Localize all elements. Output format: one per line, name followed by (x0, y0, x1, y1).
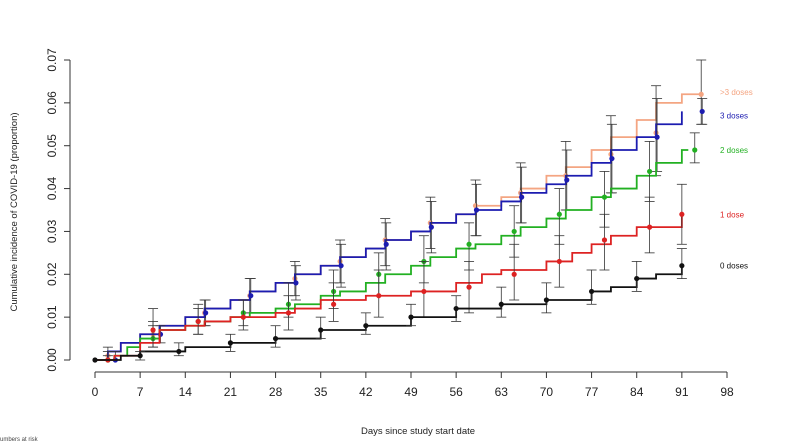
data-point (203, 310, 209, 316)
x-tick-label: 84 (630, 385, 644, 399)
y-tick-label: 0.07 (45, 48, 59, 72)
y-tick-label: 0.01 (45, 305, 59, 329)
series-0-doses (92, 248, 687, 363)
series-1-dose (95, 183, 687, 363)
data-point (195, 318, 201, 325)
x-axis-title: Days since study start date (361, 426, 475, 437)
legend-label: >3 doses (720, 88, 753, 97)
x-tick-label: 77 (585, 385, 599, 399)
x-tick-label: 63 (495, 385, 509, 399)
x-tick-label: 70 (540, 385, 554, 399)
x-tick-label: 14 (179, 385, 193, 399)
data-point (376, 293, 382, 299)
chart-axes: 0 7 14 21 28 35 42 49 56 63 70 77 84 91 98 0.00 0.01 0.02… (45, 48, 734, 399)
y-tick-label: 0.02 (45, 262, 59, 286)
data-point (421, 288, 427, 295)
data-point (318, 327, 324, 333)
y-tick-label: 0.05 (45, 134, 59, 158)
data-point (408, 314, 414, 320)
data-point (383, 241, 389, 247)
data-point (647, 224, 653, 230)
x-tick-label: 98 (720, 385, 734, 399)
plot-area (92, 59, 708, 363)
data-point (556, 258, 562, 265)
footnote: umbers at risk (0, 437, 38, 443)
data-point (647, 168, 653, 175)
legend: >3 doses 3 doses 2 doses 1 dose 0 doses (720, 88, 753, 271)
x-tick-label: 42 (359, 385, 373, 399)
data-point (519, 194, 525, 200)
data-point (272, 335, 279, 342)
y-axis-title: Cumulative incidence of COVID-19 (propor… (9, 112, 20, 311)
data-point (634, 275, 640, 282)
data-point (679, 263, 685, 269)
data-point (293, 280, 299, 286)
step-line (95, 111, 683, 361)
data-point (679, 211, 685, 217)
data-point (511, 228, 517, 235)
data-point (601, 237, 608, 243)
data-point (363, 323, 369, 329)
data-point (588, 288, 595, 295)
x-tick-label: 28 (269, 385, 283, 399)
data-point (137, 353, 143, 359)
legend-label: 2 doses (720, 146, 748, 155)
y-tick-label: 0.04 (45, 177, 59, 201)
data-point (511, 271, 517, 277)
data-point (227, 340, 234, 346)
data-point (285, 310, 292, 316)
data-point (248, 293, 254, 299)
data-point (466, 284, 472, 290)
y-tick-label: 0.06 (45, 91, 59, 115)
legend-label: 3 doses (720, 112, 748, 121)
data-point (466, 241, 472, 247)
x-tick-label: 35 (314, 385, 328, 399)
data-point (176, 348, 182, 355)
data-point (338, 263, 344, 269)
data-point (609, 155, 615, 162)
data-point (473, 207, 480, 213)
data-point (698, 91, 704, 97)
data-point (564, 177, 570, 183)
data-point (601, 194, 608, 200)
step-line (95, 149, 689, 361)
data-point (428, 224, 434, 230)
x-tick-label: 49 (404, 385, 418, 399)
data-point (699, 108, 705, 115)
y-tick-label: 0.00 (45, 348, 59, 372)
data-point (150, 327, 156, 333)
data-point (692, 147, 698, 153)
series-3-doses (95, 59, 707, 361)
series-3-doses (95, 98, 708, 363)
data-point (543, 297, 550, 303)
step-line (95, 265, 683, 361)
x-tick-label: 56 (449, 385, 463, 399)
legend-label: 0 doses (720, 262, 748, 271)
data-point (92, 357, 98, 363)
data-point (556, 211, 562, 217)
legend-label: 1 dose (720, 210, 745, 219)
data-point (453, 305, 459, 312)
data-point (654, 134, 660, 140)
x-tick-label: 91 (675, 385, 689, 399)
x-tick-label: 21 (224, 385, 238, 399)
x-tick-label: 0 (92, 385, 99, 399)
y-tick-label: 0.03 (45, 219, 59, 243)
x-tick-label: 7 (137, 385, 144, 399)
data-point (240, 314, 246, 320)
data-point (331, 301, 337, 307)
step-line (95, 214, 683, 361)
data-point (498, 301, 504, 307)
